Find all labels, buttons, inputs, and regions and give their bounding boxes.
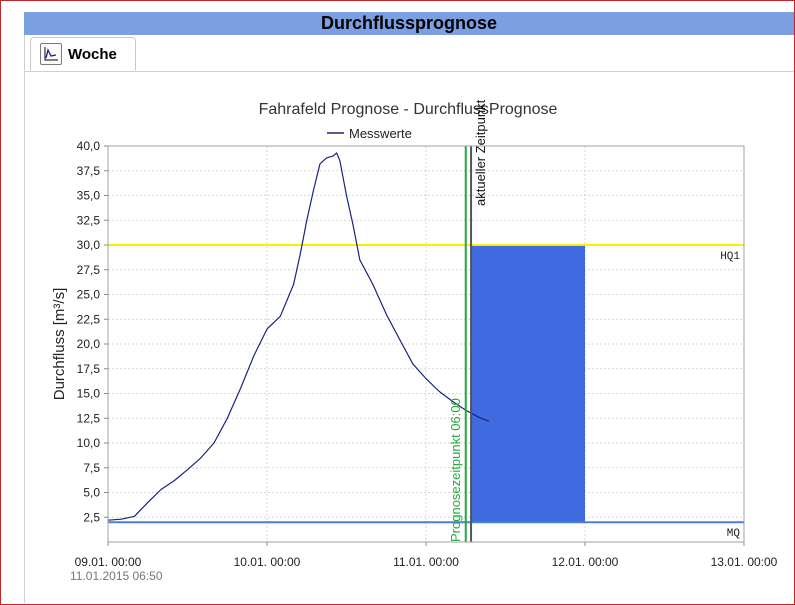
x-tick-label: 09.01. 00:00 — [75, 555, 142, 569]
x-tick-label: 10.01. 00:00 — [234, 555, 301, 569]
panel-border — [24, 35, 25, 603]
y-tick-label: 17,5 — [77, 362, 101, 376]
current-time-label: aktueller Zeitpunkt — [473, 99, 488, 206]
x-tick-label: 11.01. 00:00 — [393, 555, 459, 569]
y-tick-label: 30,0 — [77, 238, 101, 252]
legend-label: Messwerte — [349, 126, 412, 141]
reference-lines: HQ1 MQ — [108, 244, 744, 540]
y-tick-label: 15,0 — [77, 387, 101, 401]
x-tick-label: 12.01. 00:00 — [552, 555, 619, 569]
y-tick-label: 35,0 — [77, 189, 101, 203]
timestamp: 11.01.2015 06:50 — [70, 569, 163, 583]
y-tick-label: 20,0 — [77, 337, 101, 351]
x-tick-label: 13.01. 00:00 — [711, 555, 778, 569]
line-chart-icon — [40, 43, 62, 65]
tab-strip-divider — [24, 71, 794, 72]
y-tick-label: 12,5 — [77, 411, 101, 425]
window-title: Durchflussprognose — [24, 12, 794, 35]
y-tick-label: 10,0 — [77, 436, 101, 450]
forecast-band — [471, 245, 585, 523]
y-tick-label: 32,5 — [77, 213, 101, 227]
grid — [107, 145, 745, 542]
y-tick-label: 2,5 — [83, 510, 100, 524]
y-axis-label: Durchfluss [m³/s] — [51, 288, 68, 401]
tab-label: Woche — [68, 45, 117, 63]
forecast-time-label: Prognosezeitpunkt 06:00 — [448, 398, 463, 542]
reference-label-mq: MQ — [727, 528, 741, 540]
y-axis: 2,5 5,0 7,5 10,0 12,5 15,0 17,5 20,0 22,5 25,0 27,… — [77, 139, 108, 524]
y-tick-label: 37,5 — [77, 164, 101, 178]
time-markers: Prognosezeitpunkt 06:00 aktueller Zeitpun… — [448, 99, 488, 542]
chart-title: Fahrafeld Prognose - DurchflussPrognose — [259, 101, 558, 118]
forecast-range-bar — [471, 245, 585, 523]
y-tick-label: 27,5 — [77, 263, 101, 277]
series-group — [107, 152, 490, 521]
series-line-messwerte — [107, 152, 490, 521]
plot-area — [107, 145, 745, 543]
y-tick-label: 22,5 — [77, 312, 101, 326]
tab-woche[interactable]: Woche — [30, 37, 136, 71]
x-axis: 09.01. 00:00 10.01. 00:00 11.01. 00:00 12.0… — [75, 542, 778, 569]
y-tick-label: 5,0 — [83, 486, 100, 500]
reference-label-hq1: HQ1 — [720, 251, 740, 263]
y-tick-label: 25,0 — [77, 288, 101, 302]
y-tick-label: 40,0 — [77, 139, 101, 153]
y-tick-label: 7,5 — [83, 461, 100, 475]
